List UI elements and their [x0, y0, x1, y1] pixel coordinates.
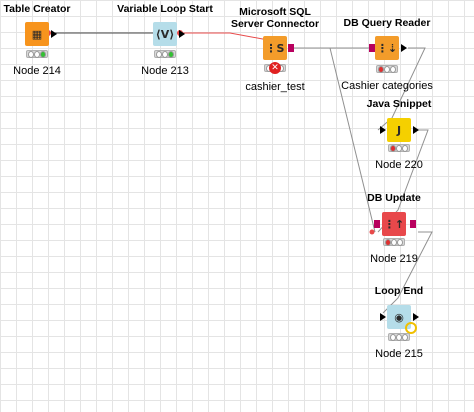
loop-start-icon[interactable]: ⟨V⟩ [153, 22, 177, 46]
output-port[interactable] [413, 313, 419, 321]
node-title: DB Query Reader [343, 17, 431, 29]
database-connector-icon[interactable]: ⋮S [263, 36, 287, 60]
status-traffic-light [388, 144, 410, 152]
warning-icon [405, 322, 417, 334]
node-title: Variable Loop Start [117, 3, 213, 15]
connection-loop-to-connector[interactable] [180, 32, 269, 41]
node-label[interactable]: Node 214 [13, 65, 61, 77]
node-title: DB Update [367, 192, 421, 204]
node-title: Java Snippet [366, 98, 432, 110]
status-traffic-light [376, 65, 398, 73]
db-output-port[interactable] [288, 44, 294, 52]
status-traffic-light [154, 50, 176, 58]
db-update-icon[interactable]: ⋮↑ [382, 212, 406, 236]
input-port[interactable] [380, 313, 386, 321]
status-traffic-light [388, 333, 410, 341]
status-traffic-light [383, 238, 405, 246]
node-title: Loop End [374, 285, 424, 297]
node-label[interactable]: Node 215 [375, 348, 423, 360]
connection-reader-to-java[interactable] [377, 47, 426, 131]
node-title: Table Creator [3, 3, 71, 15]
node-title-line1: Microsoft SQL [239, 6, 311, 18]
node-label[interactable]: cashier_test [245, 81, 305, 93]
db-output-port[interactable] [410, 220, 416, 228]
node-label[interactable]: Node 213 [141, 65, 189, 77]
output-port[interactable] [179, 30, 185, 38]
node-label[interactable]: Cashier categories [341, 80, 433, 92]
error-icon: ✕ [269, 62, 281, 74]
output-port[interactable] [401, 44, 407, 52]
output-port[interactable] [413, 126, 419, 134]
db-input-port[interactable] [374, 220, 380, 228]
flow-variable-port[interactable] [369, 229, 375, 235]
table-icon[interactable]: ▦ [25, 22, 49, 46]
node-title-line2: Server Connector [230, 18, 320, 30]
status-traffic-light [26, 50, 48, 58]
connection-connector-to-update[interactable] [292, 47, 376, 233]
input-port[interactable] [380, 126, 386, 134]
db-reader-icon[interactable]: ⋮⇣ [375, 36, 399, 60]
db-input-port[interactable] [369, 44, 375, 52]
node-label[interactable]: Node 219 [370, 253, 418, 265]
output-port[interactable] [51, 30, 57, 38]
java-icon[interactable]: J [387, 118, 411, 142]
node-label[interactable]: Node 220 [375, 159, 423, 171]
